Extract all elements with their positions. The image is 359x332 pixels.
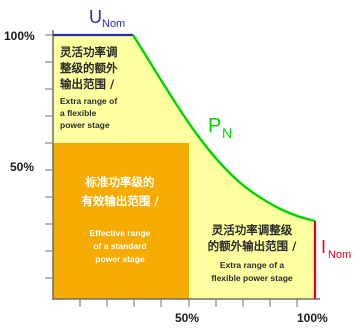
voltage-label: U Nom [89, 7, 125, 30]
y-axis-label-50: 50% [10, 160, 34, 174]
power-curve [131, 34, 316, 223]
current-label-sub: Nom [328, 249, 351, 261]
flexible-right-text: 灵活功率调整级 的额外输出范围 / Extra range of a flexi… [208, 223, 298, 283]
standard-en-line-3: power stage [95, 254, 145, 264]
voltage-label-main: U [89, 7, 102, 27]
flexible-top-en-line-1: Extra range of [60, 96, 117, 106]
x-axis-label-100: 100% [297, 311, 328, 325]
flexible-top-cn-line-3: 输出范围 / [60, 77, 115, 91]
flexible-top-en-line-3: power stage [60, 120, 110, 130]
voltage-label-sub: Nom [102, 18, 125, 30]
power-label: P N [208, 115, 232, 141]
standard-en-line-1: Effective range [90, 228, 151, 238]
y-axis-label-100: 100% [4, 29, 35, 43]
flexible-top-en-line-2: a flexible [60, 108, 97, 118]
flexible-top-text: 灵活功率调 整级的额外 输出范围 / Extra range of a flex… [59, 45, 118, 130]
y-axis-ticks [45, 34, 53, 279]
standard-en-line-2: of a standard [93, 241, 146, 251]
current-label-main: I [321, 237, 326, 257]
flexible-top-cn-line-1: 灵活功率调 [60, 45, 118, 59]
standard-cn-line-2: 有效输出范围 / [81, 194, 159, 208]
flexible-right-en-line-1: Extra range of a [220, 260, 285, 270]
power-label-main: P [208, 115, 221, 137]
standard-range-region [53, 143, 189, 299]
flexible-right-cn-line-2: 的额外输出范围 / [208, 239, 298, 253]
power-label-sub: N [222, 125, 232, 141]
standard-cn-line-1: 标准功率级的 [85, 175, 155, 189]
current-label: I Nom [321, 237, 351, 261]
x-axis-ticks [79, 299, 298, 307]
x-axis-label-50: 50% [175, 311, 199, 325]
standard-text: 标准功率级的 有效输出范围 / Effective range of a sta… [81, 175, 159, 264]
flexible-top-cn-line-2: 整级的额外 [59, 61, 118, 75]
flexible-right-en-line-2: flexible power stage [211, 273, 293, 283]
flexible-right-cn-line-1: 灵活功率调整级 [212, 223, 293, 237]
